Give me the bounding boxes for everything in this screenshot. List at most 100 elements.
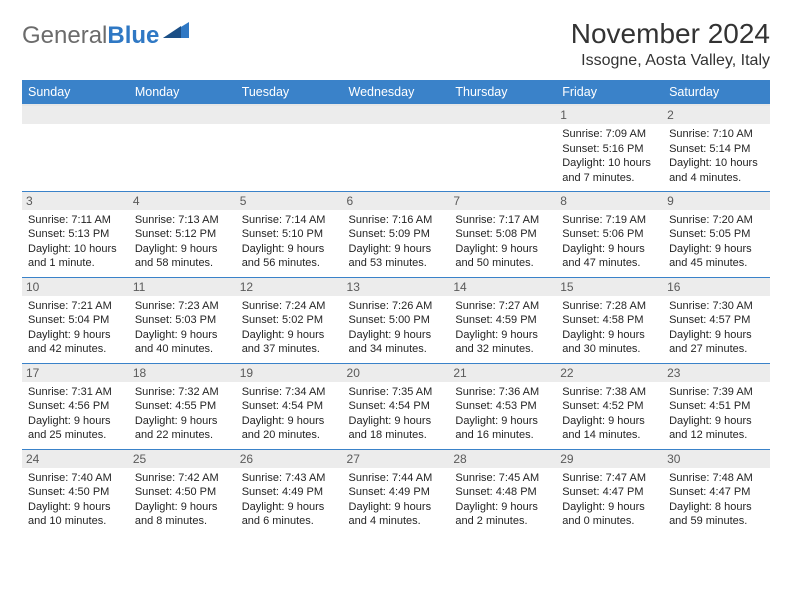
sunrise-text: Sunrise: 7:34 AM	[242, 385, 337, 400]
calendar-day-cell: 4 Sunrise: 7:13 AMSunset: 5:12 PMDaylight…	[129, 191, 236, 277]
sunrise-text: Sunrise: 7:45 AM	[455, 471, 550, 486]
day-info: Sunrise: 7:40 AMSunset: 4:50 PMDaylight:…	[28, 471, 123, 529]
calendar-day-cell: 24 Sunrise: 7:40 AMSunset: 4:50 PMDayligh…	[22, 449, 129, 535]
daylight-text: Daylight: 9 hours and 6 minutes.	[242, 500, 337, 529]
sunrise-text: Sunrise: 7:38 AM	[562, 385, 657, 400]
day-info: Sunrise: 7:39 AMSunset: 4:51 PMDaylight:…	[669, 385, 764, 443]
daylight-text: Daylight: 8 hours and 59 minutes.	[669, 500, 764, 529]
day-info: Sunrise: 7:20 AMSunset: 5:05 PMDaylight:…	[669, 213, 764, 271]
calendar-day-cell: 7Sunrise: 7:17 AMSunset: 5:08 PMDaylight…	[449, 191, 556, 277]
day-number: 23	[663, 364, 770, 382]
sunrise-text: Sunrise: 7:30 AM	[669, 299, 764, 314]
daylight-text: Daylight: 9 hours and 53 minutes.	[349, 242, 444, 271]
daylight-text: Daylight: 9 hours and 34 minutes.	[349, 328, 444, 357]
calendar-day-cell: 8Sunrise: 7:19 AMSunset: 5:06 PMDaylight…	[556, 191, 663, 277]
daylight-text: Daylight: 9 hours and 30 minutes.	[562, 328, 657, 357]
col-wednesday: Wednesday	[343, 80, 450, 105]
day-number	[449, 106, 556, 124]
sunrise-text: Sunrise: 7:39 AM	[669, 385, 764, 400]
day-number: 14	[449, 278, 556, 296]
day-number: 21	[449, 364, 556, 382]
sunset-text: Sunset: 5:06 PM	[562, 227, 657, 242]
day-number: 3	[22, 192, 129, 210]
sunrise-text: Sunrise: 7:36 AM	[455, 385, 550, 400]
sunset-text: Sunset: 4:50 PM	[135, 485, 230, 500]
sunset-text: Sunset: 4:47 PM	[562, 485, 657, 500]
sunrise-text: Sunrise: 7:32 AM	[135, 385, 230, 400]
calendar-week-row: 17 Sunrise: 7:31 AMSunset: 4:56 PMDayligh…	[22, 363, 770, 449]
daylight-text: Daylight: 10 hours and 1 minute.	[28, 242, 123, 271]
daylight-text: Daylight: 9 hours and 22 minutes.	[135, 414, 230, 443]
calendar-day-cell: 2Sunrise: 7:10 AMSunset: 5:14 PMDaylight…	[663, 105, 770, 191]
day-info: Sunrise: 7:23 AMSunset: 5:03 PMDaylight:…	[135, 299, 230, 357]
day-number	[236, 106, 343, 124]
day-number: 4	[129, 192, 236, 210]
calendar-day-cell: 3 Sunrise: 7:11 AMSunset: 5:13 PMDaylight…	[22, 191, 129, 277]
sunset-text: Sunset: 5:04 PM	[28, 313, 123, 328]
daylight-text: Daylight: 9 hours and 4 minutes.	[349, 500, 444, 529]
sunrise-text: Sunrise: 7:24 AM	[242, 299, 337, 314]
day-info: Sunrise: 7:09 AMSunset: 5:16 PMDaylight:…	[562, 127, 657, 185]
sunset-text: Sunset: 4:53 PM	[455, 399, 550, 414]
title-block: November 2024 Issogne, Aosta Valley, Ita…	[571, 18, 770, 70]
calendar-day-cell: 22Sunrise: 7:38 AMSunset: 4:52 PMDayligh…	[556, 363, 663, 449]
daylight-text: Daylight: 10 hours and 7 minutes.	[562, 156, 657, 185]
calendar-week-row: 24 Sunrise: 7:40 AMSunset: 4:50 PMDayligh…	[22, 449, 770, 535]
sunrise-text: Sunrise: 7:27 AM	[455, 299, 550, 314]
daylight-text: Daylight: 9 hours and 27 minutes.	[669, 328, 764, 357]
sunset-text: Sunset: 4:58 PM	[562, 313, 657, 328]
calendar-day-cell	[129, 105, 236, 191]
sunrise-text: Sunrise: 7:47 AM	[562, 471, 657, 486]
day-number: 8	[556, 192, 663, 210]
daylight-text: Daylight: 9 hours and 18 minutes.	[349, 414, 444, 443]
calendar-day-cell: 15Sunrise: 7:28 AMSunset: 4:58 PMDayligh…	[556, 277, 663, 363]
sunset-text: Sunset: 4:49 PM	[349, 485, 444, 500]
sunset-text: Sunset: 5:12 PM	[135, 227, 230, 242]
day-number: 17	[22, 364, 129, 382]
sunrise-text: Sunrise: 7:23 AM	[135, 299, 230, 314]
calendar-day-cell	[22, 105, 129, 191]
calendar-table: Sunday Monday Tuesday Wednesday Thursday…	[22, 80, 770, 535]
day-info: Sunrise: 7:31 AMSunset: 4:56 PMDaylight:…	[28, 385, 123, 443]
day-info: Sunrise: 7:13 AMSunset: 5:12 PMDaylight:…	[135, 213, 230, 271]
day-info: Sunrise: 7:45 AMSunset: 4:48 PMDaylight:…	[455, 471, 550, 529]
day-info: Sunrise: 7:11 AMSunset: 5:13 PMDaylight:…	[28, 213, 123, 271]
col-thursday: Thursday	[449, 80, 556, 105]
calendar-day-cell: 28Sunrise: 7:45 AMSunset: 4:48 PMDayligh…	[449, 449, 556, 535]
sunrise-text: Sunrise: 7:16 AM	[349, 213, 444, 228]
daylight-text: Daylight: 9 hours and 58 minutes.	[135, 242, 230, 271]
logo: GeneralBlue	[22, 22, 189, 50]
sunset-text: Sunset: 4:56 PM	[28, 399, 123, 414]
sunrise-text: Sunrise: 7:42 AM	[135, 471, 230, 486]
calendar-day-cell: 20Sunrise: 7:35 AMSunset: 4:54 PMDayligh…	[343, 363, 450, 449]
sunset-text: Sunset: 4:54 PM	[349, 399, 444, 414]
sunrise-text: Sunrise: 7:10 AM	[669, 127, 764, 142]
calendar-day-cell: 25Sunrise: 7:42 AMSunset: 4:50 PMDayligh…	[129, 449, 236, 535]
day-number: 13	[343, 278, 450, 296]
sunset-text: Sunset: 5:10 PM	[242, 227, 337, 242]
day-number: 18	[129, 364, 236, 382]
day-number: 10	[22, 278, 129, 296]
daylight-text: Daylight: 9 hours and 32 minutes.	[455, 328, 550, 357]
daylight-text: Daylight: 9 hours and 10 minutes.	[28, 500, 123, 529]
day-number	[129, 106, 236, 124]
calendar-day-cell	[343, 105, 450, 191]
day-number: 16	[663, 278, 770, 296]
daylight-text: Daylight: 10 hours and 4 minutes.	[669, 156, 764, 185]
day-number: 24	[22, 450, 129, 468]
calendar-day-cell: 5Sunrise: 7:14 AMSunset: 5:10 PMDaylight…	[236, 191, 343, 277]
sunset-text: Sunset: 4:47 PM	[669, 485, 764, 500]
calendar-day-cell: 12Sunrise: 7:24 AMSunset: 5:02 PMDayligh…	[236, 277, 343, 363]
day-number: 27	[343, 450, 450, 468]
sunrise-text: Sunrise: 7:14 AM	[242, 213, 337, 228]
day-info: Sunrise: 7:36 AMSunset: 4:53 PMDaylight:…	[455, 385, 550, 443]
daylight-text: Daylight: 9 hours and 12 minutes.	[669, 414, 764, 443]
day-number: 1	[556, 106, 663, 124]
calendar-day-cell: 29Sunrise: 7:47 AMSunset: 4:47 PMDayligh…	[556, 449, 663, 535]
daylight-text: Daylight: 9 hours and 47 minutes.	[562, 242, 657, 271]
sunset-text: Sunset: 5:00 PM	[349, 313, 444, 328]
day-info: Sunrise: 7:48 AMSunset: 4:47 PMDaylight:…	[669, 471, 764, 529]
sunset-text: Sunset: 5:14 PM	[669, 142, 764, 157]
calendar-day-cell: 10Sunrise: 7:21 AMSunset: 5:04 PMDayligh…	[22, 277, 129, 363]
calendar-day-cell: 23 Sunrise: 7:39 AMSunset: 4:51 PMDayligh…	[663, 363, 770, 449]
